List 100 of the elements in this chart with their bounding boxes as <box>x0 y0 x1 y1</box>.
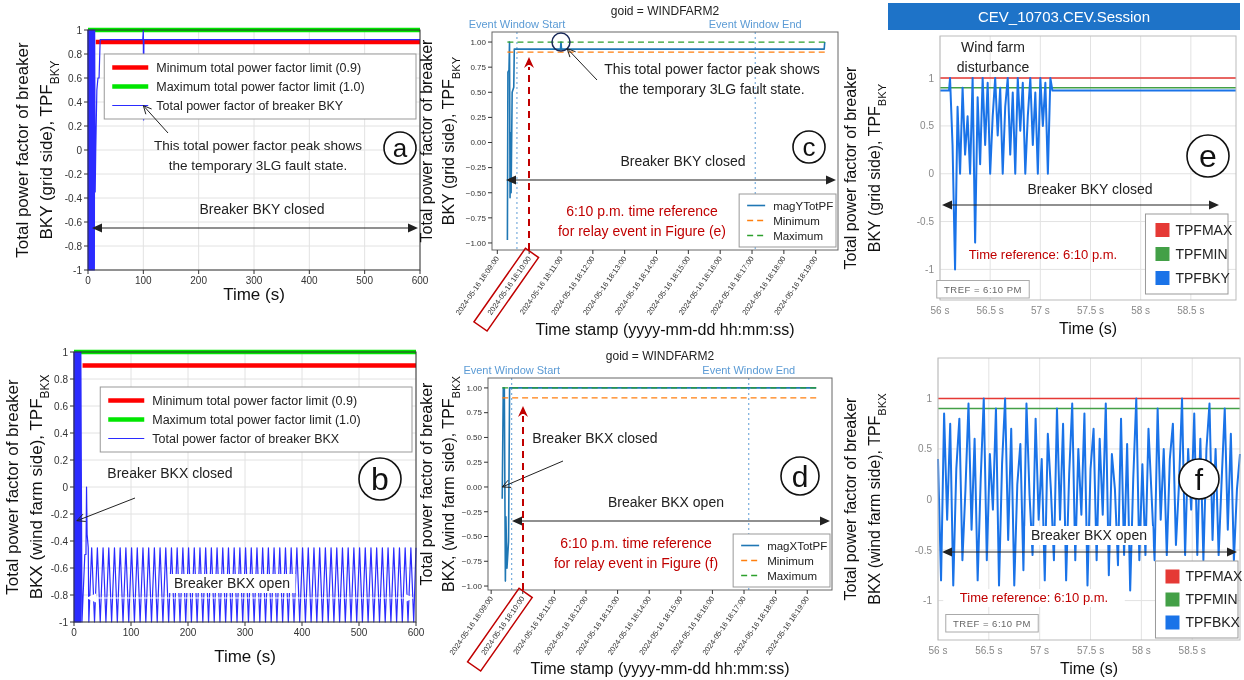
y-tick-label: -0.2 <box>50 508 69 520</box>
y-tick-label: -0.4 <box>64 192 83 204</box>
x-tick-label: 57 s <box>1030 305 1050 316</box>
y-tick-label: 0.8 <box>54 373 69 385</box>
y-tick-label: −1.00 <box>465 238 487 248</box>
y-tick-label: 0.75 <box>466 408 483 418</box>
y-tick-label: 0.75 <box>470 62 487 72</box>
y-tick-label: −0.50 <box>465 188 487 198</box>
y-tick-label: 0.2 <box>68 120 83 132</box>
x-axis-title: Time (s) <box>1058 320 1118 337</box>
legend-label: magYTotPF <box>773 199 834 212</box>
x-tick-label: 56 s <box>928 645 948 656</box>
legend-label: Maximum total power factor limit (1.0) <box>152 412 361 427</box>
annotation: Breaker BKX open <box>1031 527 1147 543</box>
legend-label: TPFBKX <box>1185 614 1241 631</box>
y-tick-label: 0.8 <box>68 48 83 60</box>
y-tick-label: -0.6 <box>50 562 69 574</box>
legend-label: Total power factor of breaker BKX <box>152 431 340 446</box>
annotation: This total power factor peak shows the temporary 3LG fault state. <box>604 61 820 97</box>
chart-title: goid = WINDFARM2 <box>605 349 715 363</box>
legend-label: Minimum <box>767 554 814 567</box>
x-tick-label: 500 <box>350 627 368 638</box>
y-tick-label: -1 <box>925 263 935 275</box>
legend-label: TPFMAX <box>1175 221 1233 238</box>
legend-label: TPFMIN <box>1175 245 1228 262</box>
x-tick-label: 56.5 s <box>975 645 1003 656</box>
y-tick-label: −0.75 <box>465 213 487 223</box>
y-tick-label: -0.6 <box>64 216 83 228</box>
x-tick-label: 58 s <box>1131 645 1151 656</box>
annotation: 6:10 p.m. time reference for relay event in Figure (f) <box>553 535 719 571</box>
annotation: Wind farm disturbance <box>956 39 1030 75</box>
x-tick-label: 56.5 s <box>976 305 1004 316</box>
legend-label: Maximum <box>767 569 817 582</box>
x-tick-label: 100 <box>134 275 153 286</box>
y-tick-label: -0.4 <box>50 535 69 547</box>
y-tick-label: 0 <box>62 481 69 493</box>
x-axis-title: Time (s) <box>214 647 276 666</box>
annotation: Breaker BKX closed <box>532 430 658 446</box>
annotation: Breaker BKX open <box>608 494 724 510</box>
x-tick-label: 58 s <box>1131 305 1151 316</box>
y-tick-label: 1 <box>928 72 935 84</box>
annotation: c <box>802 132 816 163</box>
y-tick-label: 0.5 <box>918 443 933 455</box>
y-tick-label: 0.5 <box>920 120 935 132</box>
y-tick-label: -0.2 <box>64 168 83 180</box>
legend-label: Minimum total power factor limit (0.9) <box>152 393 358 408</box>
y-tick-label: 0.50 <box>470 88 487 98</box>
annotation: Time reference: 6:10 p.m. <box>959 590 1109 605</box>
legend-label: Minimum <box>773 214 820 227</box>
y-tick-label: -0.8 <box>64 240 83 252</box>
y-tick-label: 0.25 <box>470 113 487 123</box>
x-tick-label: 57 s <box>1030 645 1050 656</box>
annotation: a <box>392 133 408 164</box>
y-tick-label: 1 <box>62 346 69 358</box>
annotation: e <box>1199 138 1217 175</box>
x-tick-label: 300 <box>236 627 254 638</box>
annotation: Time reference: 6:10 p.m. <box>968 247 1118 262</box>
annotation: d <box>791 459 809 493</box>
legend-label: TPFBKY <box>1175 269 1231 286</box>
y-tick-label: 0.6 <box>54 400 69 412</box>
y-tick-label: 0 <box>928 168 935 180</box>
x-tick-label: 56 s <box>930 305 950 316</box>
y-tick-label: −0.25 <box>465 163 487 173</box>
x-axis-title: Time (s) <box>223 285 285 304</box>
x-tick-label: 500 <box>356 275 374 286</box>
ref-line-label: Event Window End <box>702 364 796 376</box>
ref-line-label: Event Window End <box>708 18 802 30</box>
x-tick-label: 100 <box>122 627 140 638</box>
chart-title: goid = WINDFARM2 <box>610 4 720 18</box>
legend-label: Minimum total power factor limit (0.9) <box>156 60 362 75</box>
y-tick-label: 1 <box>926 392 933 404</box>
x-tick-label: 600 <box>411 275 429 286</box>
y-tick-label: 0 <box>926 494 933 506</box>
legend-label: TPFMAX <box>1185 568 1243 585</box>
legend-label: TPFMIN <box>1185 591 1238 608</box>
y-tick-label: 0.6 <box>68 72 83 84</box>
y-tick-label: 1.00 <box>466 383 483 393</box>
x-axis-title: Time stamp (yyyy-mm-dd hh:mm:ss) <box>535 321 795 338</box>
x-tick-label: 0 <box>85 275 92 286</box>
x-tick-label: 58.5 s <box>1177 305 1205 316</box>
legend-label: magXTotPF <box>767 539 828 552</box>
y-tick-label: -1 <box>59 616 69 628</box>
annotation: Breaker BKY closed <box>199 201 325 217</box>
y-tick-label: 0.00 <box>466 482 483 492</box>
y-tick-label: 0.4 <box>54 427 69 439</box>
annotation: This total power factor peak shows the temporary 3LG fault state. <box>154 138 363 173</box>
y-tick-label: 0.50 <box>466 433 483 443</box>
y-tick-label: -1 <box>73 264 83 276</box>
legend-label: Maximum <box>773 229 823 242</box>
annotation: Breaker BKY closed <box>1027 181 1153 197</box>
y-tick-label: 0 <box>76 144 83 156</box>
annotation: TREF = 6:10 PM <box>952 618 1032 629</box>
chart-title: CEV_10703.CEV.Session <box>977 7 1151 25</box>
y-tick-label: −0.75 <box>461 557 483 567</box>
y-tick-label: 0.2 <box>54 454 69 466</box>
annotation: f <box>1194 462 1204 496</box>
ref-line-label: Event Window Start <box>468 18 566 30</box>
y-tick-label: 0.00 <box>470 138 487 148</box>
annotation: Breaker BKX open <box>174 575 290 591</box>
y-tick-label: −0.25 <box>461 507 483 517</box>
